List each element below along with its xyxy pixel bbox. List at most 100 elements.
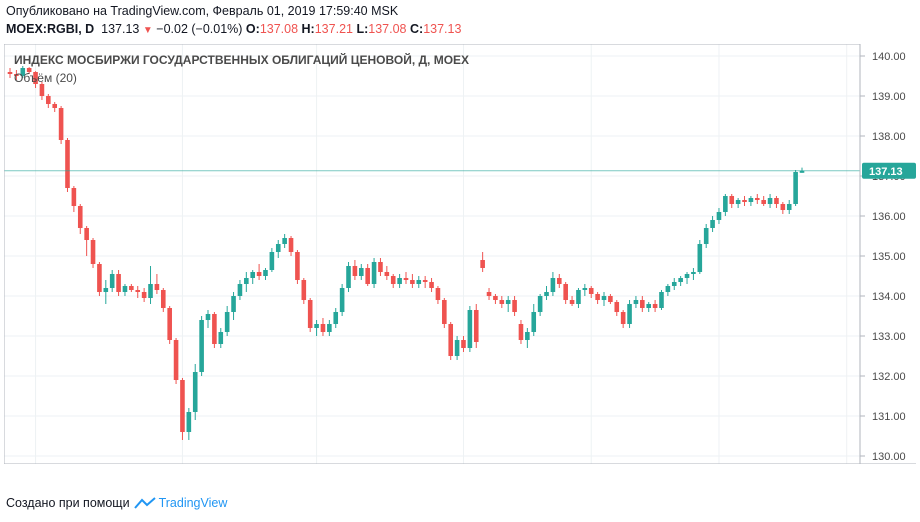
candle[interactable] — [384, 266, 390, 280]
candle[interactable] — [429, 278, 434, 292]
candle[interactable] — [525, 328, 530, 348]
candle[interactable] — [160, 288, 166, 312]
candle[interactable] — [295, 250, 300, 284]
price-chart[interactable]: 140.00139.00138.00137.00136.00135.00134.… — [3, 43, 916, 482]
candle[interactable] — [442, 298, 447, 328]
candle[interactable] — [703, 224, 709, 248]
candle[interactable] — [339, 284, 345, 316]
candle[interactable] — [378, 258, 383, 276]
candle[interactable] — [327, 320, 332, 336]
candle[interactable] — [84, 226, 89, 256]
candle[interactable] — [799, 167, 805, 173]
candle[interactable] — [652, 300, 658, 312]
tradingview-link[interactable]: TradingView — [133, 496, 227, 510]
candle[interactable] — [65, 138, 70, 192]
candle[interactable] — [333, 308, 339, 328]
candle[interactable] — [493, 294, 498, 304]
candle[interactable] — [595, 292, 600, 304]
candle[interactable] — [301, 278, 307, 304]
candle[interactable] — [563, 282, 568, 304]
candle[interactable] — [691, 268, 696, 280]
candle[interactable] — [710, 216, 715, 232]
candle[interactable] — [473, 304, 479, 348]
candle[interactable] — [307, 298, 313, 332]
candle[interactable] — [46, 94, 51, 108]
candle[interactable] — [774, 196, 779, 208]
candle[interactable] — [397, 274, 402, 288]
candle[interactable] — [26, 67, 32, 74]
candle[interactable] — [659, 290, 664, 310]
candle[interactable] — [767, 194, 773, 208]
candle[interactable] — [556, 274, 562, 288]
candle[interactable] — [237, 280, 243, 300]
candle[interactable] — [544, 286, 549, 300]
candle[interactable] — [448, 322, 454, 360]
candle[interactable] — [403, 272, 409, 284]
candle[interactable] — [129, 284, 134, 292]
candle[interactable] — [537, 294, 543, 316]
candle[interactable] — [371, 258, 377, 288]
candle[interactable] — [358, 264, 364, 280]
candle[interactable] — [148, 266, 153, 304]
candle[interactable] — [633, 296, 639, 308]
candle[interactable] — [729, 194, 735, 208]
candle[interactable] — [627, 300, 632, 328]
candle[interactable] — [588, 286, 594, 298]
candle[interactable] — [116, 270, 121, 296]
candle[interactable] — [531, 304, 537, 336]
candle[interactable] — [665, 284, 671, 296]
candle[interactable] — [141, 288, 147, 302]
candle[interactable] — [288, 236, 294, 256]
candle[interactable] — [748, 196, 754, 206]
candle[interactable] — [250, 270, 256, 284]
candle[interactable] — [77, 204, 83, 234]
candle[interactable] — [346, 262, 351, 292]
candle[interactable] — [614, 300, 620, 316]
candle[interactable] — [646, 302, 652, 312]
candle[interactable] — [684, 272, 690, 284]
candle[interactable] — [186, 408, 192, 440]
candle[interactable] — [71, 186, 77, 212]
candle[interactable] — [697, 240, 703, 274]
candle[interactable] — [461, 336, 466, 352]
candle[interactable] — [499, 296, 505, 308]
candle[interactable] — [576, 288, 581, 308]
candle[interactable] — [754, 194, 760, 204]
candle[interactable] — [14, 70, 19, 80]
candle[interactable] — [467, 306, 473, 352]
candle[interactable] — [282, 234, 287, 248]
candle[interactable] — [780, 202, 786, 214]
candle[interactable] — [608, 294, 613, 304]
candle[interactable] — [620, 310, 626, 328]
candle[interactable] — [7, 68, 13, 78]
candle[interactable] — [671, 278, 677, 290]
candle[interactable] — [640, 296, 645, 312]
chart-frame[interactable]: 140.00139.00138.00137.00136.00135.00134.… — [3, 43, 916, 482]
candle[interactable] — [786, 200, 792, 214]
candle[interactable] — [454, 336, 460, 360]
candle[interactable] — [365, 264, 370, 286]
candle[interactable] — [192, 364, 198, 420]
candle[interactable] — [518, 320, 524, 344]
candle[interactable] — [486, 288, 492, 300]
candle[interactable] — [582, 284, 588, 296]
candle[interactable] — [180, 378, 185, 440]
candle[interactable] — [39, 82, 45, 100]
candle[interactable] — [390, 274, 396, 288]
candle[interactable] — [103, 280, 109, 304]
candle[interactable] — [761, 196, 766, 206]
candle[interactable] — [33, 71, 38, 88]
candle[interactable] — [20, 66, 26, 78]
candle[interactable] — [480, 252, 485, 272]
candle[interactable] — [716, 208, 722, 224]
candle[interactable] — [154, 274, 160, 294]
candle[interactable] — [135, 286, 141, 298]
candle[interactable] — [735, 198, 741, 208]
candle[interactable] — [314, 320, 319, 336]
candle[interactable] — [550, 272, 556, 296]
symbol-label[interactable]: MOEX:RGBI, D — [6, 22, 95, 36]
candle[interactable] — [90, 238, 96, 268]
candle[interactable] — [410, 274, 415, 288]
candle[interactable] — [205, 310, 211, 328]
candle[interactable] — [569, 296, 575, 306]
